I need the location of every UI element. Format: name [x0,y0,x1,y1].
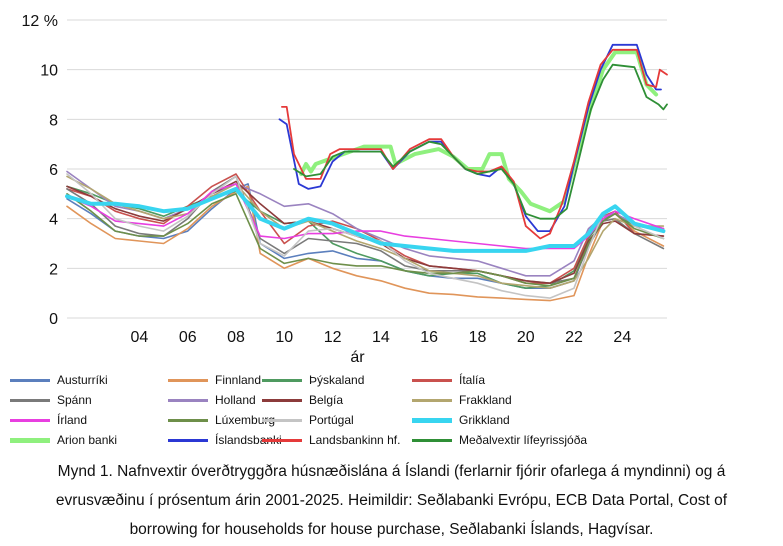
legend-label: Meðalvextir lífeyrissjóða [459,433,588,447]
legend-label: Spánn [57,393,92,407]
chart-legend: Austurríki Finnland Þýskaland Ítalía Spánn Ho… [10,370,610,450]
legend-item: Meðalvextir lífeyrissjóða [412,430,587,450]
legend-label: Belgía [309,393,344,407]
series-line [65,186,666,253]
y-tick-label: 0 [49,311,58,328]
series-line [299,50,659,214]
legend-swatch [412,398,452,402]
legend-label: Portúgal [309,413,354,427]
legend-item: Þýskaland [262,370,364,390]
legend-label: Grikkland [459,413,510,427]
legend-label: Íslandsbanki [215,433,282,447]
x-tick-label: 20 [517,329,535,346]
series-line [66,193,665,287]
y-tick-label: 12 % [22,13,58,30]
legend-item: Frakkland [412,390,512,410]
legend-swatch [10,378,50,382]
legend-swatch [262,438,302,442]
legend-item: Arion banki [10,430,117,450]
caption-line-3: borrowing for households for house purch… [129,521,654,538]
legend-label: Ítalía [459,373,486,387]
legend-item: Austurríki [10,370,108,390]
legend-label: Írland [57,413,88,427]
legend-swatch [412,378,452,382]
x-tick-label: 06 [179,329,197,346]
legend-swatch [168,438,208,442]
legend-swatch [168,418,208,422]
legend-swatch [262,418,302,422]
legend-item: Landsbankinn hf. [262,430,400,450]
series-line [66,173,665,299]
x-tick-label: 10 [275,329,293,346]
x-axis-label: ár [350,349,365,366]
legend-item: Spánn [10,390,92,410]
x-tick-label: 08 [227,329,245,346]
legend-swatch [10,398,50,402]
legend-item: Lúxemburg [168,410,275,430]
legend-label: Þýskaland [309,373,365,387]
legend-swatch [168,378,208,382]
legend-item: Portúgal [262,410,354,430]
series-line [66,170,665,277]
series-line [66,185,665,302]
y-tick-label: 6 [49,162,58,179]
series-line [66,175,665,289]
legend-label: Arion banki [57,433,118,447]
legend-label: Frakkland [459,393,512,407]
x-tick-label: 12 [324,329,342,346]
series-line [66,173,665,284]
x-tick-label: 04 [131,329,149,346]
legend-item: Finnland [168,370,261,390]
y-tick-label: 8 [49,112,58,129]
caption-line-2: evrusvæðinu í prósentum árin 2001-2025. … [55,492,728,509]
y-tick-label: 4 [49,212,58,229]
legend-item: Belgía [262,390,343,410]
series-line [278,43,662,232]
x-tick-label: 16 [420,329,438,346]
x-tick-label: 24 [613,329,631,346]
legend-label: Austurríki [57,373,108,387]
legend-label: Landsbankinn hf. [309,433,401,447]
legend-label: Finnland [215,373,262,387]
legend-swatch [262,398,302,402]
legend-swatch [412,438,452,442]
series-line [293,63,668,220]
figure-caption: Mynd 1. Nafnvextir óverðtryggðra húsnæði… [0,457,783,544]
legend-swatch [262,378,302,382]
legend-label: Lúxemburg [215,413,276,427]
legend-swatch [10,418,50,422]
x-tick-label: 22 [565,329,583,346]
legend-swatch [168,398,208,402]
legend-item: Ítalía [412,370,485,390]
legend-item: Holland [168,390,256,410]
legend-item: Íslandsbanki [168,430,282,450]
legend-swatch [412,417,452,423]
y-tick-label: 2 [49,261,58,278]
x-tick-label: 18 [469,329,487,346]
y-tick-label: 10 [40,63,58,80]
legend-swatch [10,437,50,443]
caption-line-1: Mynd 1. Nafnvextir óverðtryggðra húsnæði… [57,463,726,480]
series-line [66,185,665,289]
legend-label: Holland [215,393,256,407]
legend-item: Írland [10,410,87,430]
x-tick-label: 14 [372,329,390,346]
legend-item: Grikkland [412,410,510,430]
